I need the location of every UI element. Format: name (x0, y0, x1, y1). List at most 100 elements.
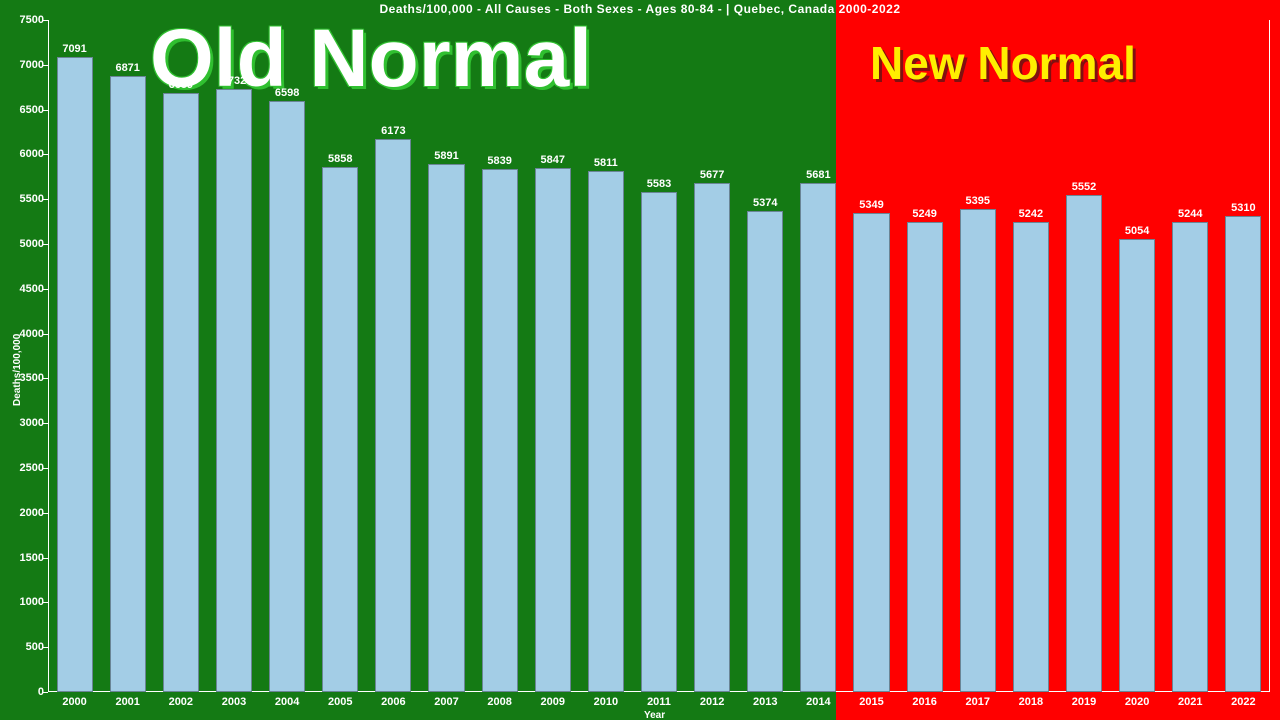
y-tick-mark (43, 647, 48, 648)
x-tick-label: 2010 (594, 696, 618, 708)
bar-value-label: 5249 (912, 208, 936, 220)
bar: 5242 (1013, 20, 1049, 692)
bar-fill (322, 167, 358, 692)
x-tick-label: 2016 (912, 696, 936, 708)
bar-value-label: 5054 (1125, 225, 1149, 237)
bar-fill (960, 209, 996, 692)
y-tick-label: 4500 (20, 283, 44, 295)
bar: 5858 (322, 20, 358, 692)
bar: 5847 (535, 20, 571, 692)
bar: 6689 (163, 20, 199, 692)
x-tick-label: 2011 (647, 696, 671, 708)
x-tick-label: 2021 (1178, 696, 1202, 708)
y-axis-right-line (1269, 20, 1270, 692)
x-tick-label: 2003 (222, 696, 246, 708)
bar: 5681 (800, 20, 836, 692)
y-tick-mark (43, 558, 48, 559)
bar-fill (853, 213, 889, 692)
bar-fill (428, 164, 464, 692)
y-tick-mark (43, 289, 48, 290)
y-tick-label: 500 (26, 641, 44, 653)
y-tick-mark (43, 423, 48, 424)
y-tick-label: 6000 (20, 148, 44, 160)
y-tick-label: 7000 (20, 59, 44, 71)
bar-fill (1172, 222, 1208, 692)
bar-value-label: 5811 (594, 157, 618, 169)
y-tick-label: 5500 (20, 193, 44, 205)
y-tick-mark (43, 244, 48, 245)
bar: 7091 (57, 20, 93, 692)
y-tick-label: 3500 (20, 372, 44, 384)
bar-value-label: 6871 (115, 62, 139, 74)
y-tick-mark (43, 334, 48, 335)
bar-value-label: 6598 (275, 87, 299, 99)
y-axis-label: Deaths/100,000 (12, 334, 23, 406)
y-tick-label: 1000 (20, 596, 44, 608)
bar-value-label: 5310 (1231, 202, 1255, 214)
bar: 5374 (747, 20, 783, 692)
x-tick-label: 2018 (1019, 696, 1043, 708)
x-tick-label: 2001 (115, 696, 139, 708)
x-tick-label: 2006 (381, 696, 405, 708)
bar-value-label: 5839 (487, 155, 511, 167)
x-axis-label: Year (644, 710, 665, 720)
bar-fill (641, 192, 677, 692)
plot-area: 0500100015002000250030003500400045005000… (48, 20, 1270, 692)
bar-fill (216, 89, 252, 692)
bar-fill (375, 139, 411, 692)
bar-value-label: 6689 (169, 79, 193, 91)
bar-fill (269, 101, 305, 692)
bar: 5811 (588, 20, 624, 692)
y-tick-mark (43, 692, 48, 693)
bar-value-label: 5858 (328, 153, 352, 165)
x-tick-label: 2004 (275, 696, 299, 708)
x-tick-label: 2005 (328, 696, 352, 708)
bar: 5395 (960, 20, 996, 692)
bar-fill (747, 211, 783, 693)
y-tick-mark (43, 65, 48, 66)
bar: 5054 (1119, 20, 1155, 692)
bar: 6598 (269, 20, 305, 692)
bar-fill (694, 183, 730, 692)
bar-value-label: 5349 (859, 199, 883, 211)
y-tick-label: 2500 (20, 462, 44, 474)
x-tick-label: 2008 (487, 696, 511, 708)
bar-fill (57, 57, 93, 692)
bar-value-label: 5244 (1178, 208, 1202, 220)
bar-value-label: 6732 (222, 75, 246, 87)
x-tick-label: 2019 (1072, 696, 1096, 708)
bar: 5891 (428, 20, 464, 692)
y-tick-label: 3000 (20, 417, 44, 429)
bar: 6871 (110, 20, 146, 692)
bar-fill (1066, 195, 1102, 692)
x-tick-label: 2007 (434, 696, 458, 708)
bar-fill (1013, 222, 1049, 692)
bar: 5249 (907, 20, 943, 692)
bar: 5310 (1225, 20, 1261, 692)
bar: 5583 (641, 20, 677, 692)
bar-fill (110, 76, 146, 692)
bar-value-label: 7091 (62, 43, 86, 55)
y-tick-mark (43, 468, 48, 469)
x-tick-label: 2020 (1125, 696, 1149, 708)
x-tick-label: 2015 (859, 696, 883, 708)
bar: 5244 (1172, 20, 1208, 692)
y-tick-label: 6500 (20, 104, 44, 116)
y-tick-mark (43, 110, 48, 111)
y-tick-label: 5000 (20, 238, 44, 250)
bar-value-label: 6173 (381, 125, 405, 137)
y-tick-mark (43, 199, 48, 200)
bar: 5677 (694, 20, 730, 692)
bar-value-label: 5374 (753, 197, 777, 209)
bar-value-label: 5395 (966, 195, 990, 207)
x-tick-label: 2002 (169, 696, 193, 708)
x-tick-label: 2022 (1231, 696, 1255, 708)
bar-fill (588, 171, 624, 692)
bar-value-label: 5552 (1072, 181, 1096, 193)
bar-fill (800, 183, 836, 692)
bar-value-label: 5677 (700, 169, 724, 181)
bar: 6173 (375, 20, 411, 692)
bar: 6732 (216, 20, 252, 692)
bar-fill (163, 93, 199, 692)
bar-value-label: 5583 (647, 178, 671, 190)
